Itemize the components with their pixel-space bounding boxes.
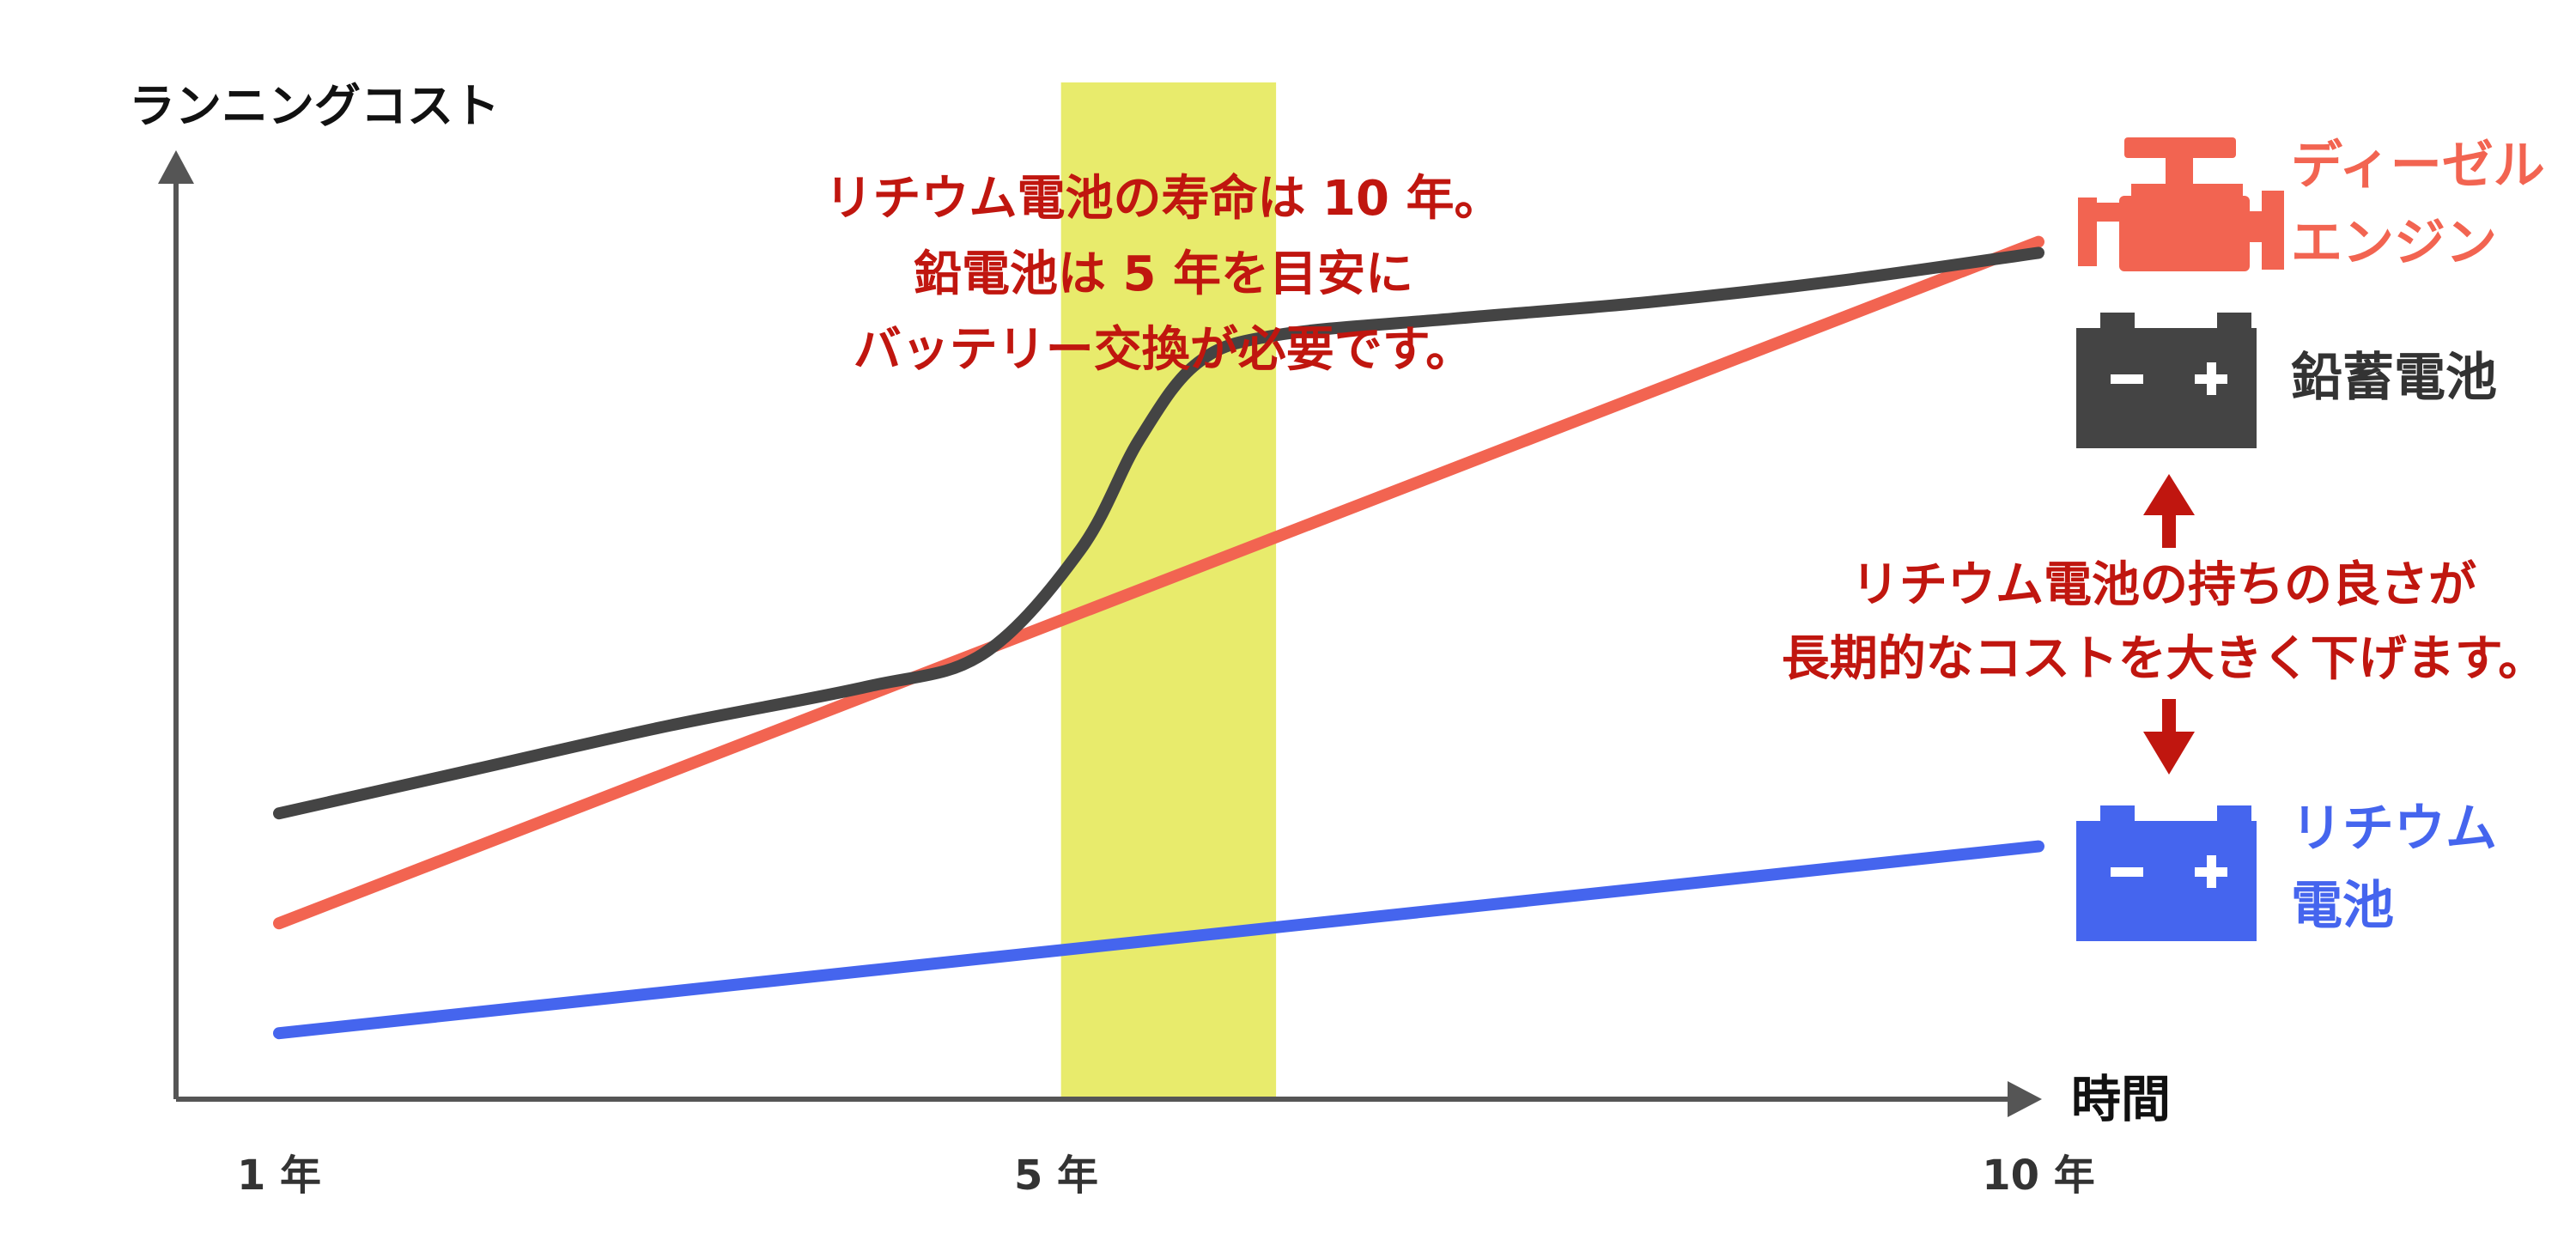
arrow-up-icon: [2143, 474, 2195, 548]
annotation-right-line: リチウム電池の持ちの良さが: [1851, 557, 2476, 613]
series-label-diesel: エンジン: [2291, 213, 2497, 273]
series-line-lithium: [273, 840, 2044, 1040]
x-axis-arrow-icon: [2008, 1081, 2042, 1117]
annotation-top-line: 鉛電池は 5 年を目安に: [914, 246, 1413, 302]
series-label-lithium: 電池: [2291, 876, 2394, 936]
x-tick-label: 10 年: [1982, 1152, 2095, 1200]
series-label-lithium: リチウム: [2291, 799, 2497, 859]
series-label-lead-acid: 鉛蓄電池: [2291, 348, 2497, 408]
annotation-top-line: バッテリー交換が必要です。: [854, 322, 1473, 378]
engine-icon: [2078, 137, 2284, 271]
battery-icon: [2076, 805, 2257, 941]
series-label-diesel: ディーゼル: [2291, 136, 2545, 196]
series-lines: [273, 235, 2044, 1040]
battery-icon: [2076, 313, 2257, 448]
annotation-right-line: 長期的なコストを大きく下げます。: [1782, 631, 2546, 687]
x-tick-label: 5 年: [1014, 1152, 1098, 1200]
series-line-lead-acid: [273, 246, 2044, 820]
annotation-top: リチウム電池の寿命は 10 年。 鉛電池は 5 年を目安に バッテリー交換が必要…: [825, 171, 1503, 378]
x-tick-label: 1 年: [237, 1152, 321, 1200]
series-line-diesel: [273, 235, 2044, 930]
y-axis-label: ランニングコスト: [129, 79, 500, 133]
arrow-down-icon: [2143, 699, 2195, 775]
axes: [158, 150, 2042, 1117]
annotation-top-line: リチウム電池の寿命は 10 年。: [825, 171, 1503, 227]
x-axis-label: 時間: [2071, 1070, 2171, 1128]
y-axis-arrow-icon: [158, 150, 194, 184]
x-tick-labels: 1 年 5 年 10 年: [237, 1152, 2095, 1200]
